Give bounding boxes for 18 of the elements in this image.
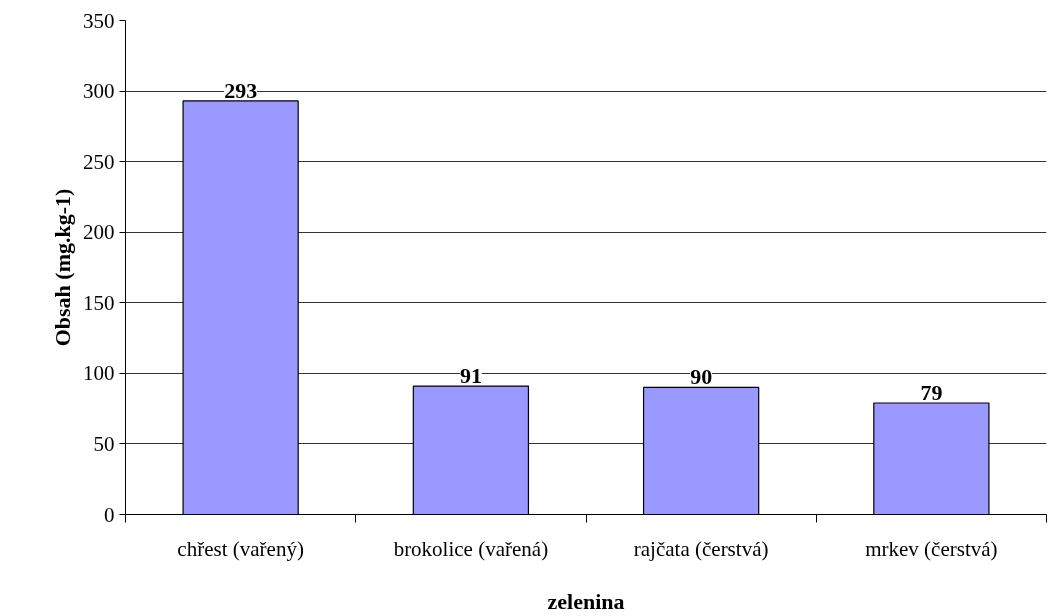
data-label: 79 [920,380,943,405]
x-tick-label: mrkev (čerstvá) [865,536,998,561]
y-tick-label: 300 [83,79,115,104]
y-tick-label: 100 [83,361,115,386]
x-axis-title: zelenina [547,588,625,614]
data-label: 293 [224,77,258,103]
y-axis-title: Obsah (mg.kg-1) [50,188,75,347]
data-label: 90 [690,364,713,390]
x-tick-label: rajčata (čerstvá) [633,536,769,561]
y-tick-label: 150 [83,290,115,315]
y-tick-label: 0 [104,502,115,527]
y-tick-label: 50 [93,431,115,456]
data-label: 91 [459,363,482,389]
y-tick-label: 250 [83,149,115,174]
y-tick-label: 350 [83,8,115,33]
x-tick-label: brokolice (vařená) [393,536,549,561]
x-tick-label: chřest (vařený) [177,536,304,561]
y-tick-label: 200 [83,220,115,245]
